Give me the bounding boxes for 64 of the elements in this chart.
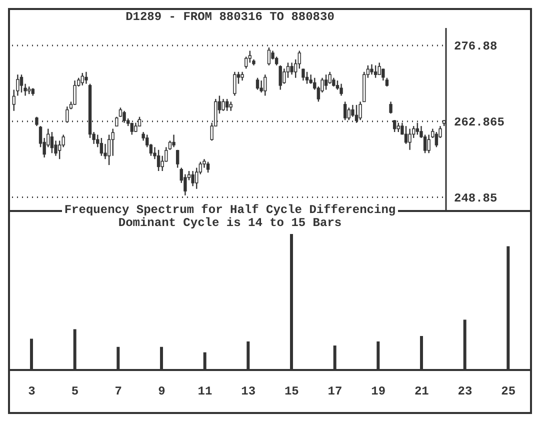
x-tick-label: 15	[284, 384, 299, 399]
x-tick-label: 21	[414, 384, 429, 399]
chart-title: Frequency Spectrum for Half Cycle Differencing	[62, 203, 398, 217]
candlestick	[328, 71, 332, 84]
candlestick	[396, 122, 400, 133]
candlestick	[172, 134, 176, 148]
x-tick-label: 3	[28, 384, 36, 399]
candlestick	[84, 71, 88, 84]
y-tick-label: 276.88	[454, 40, 498, 54]
x-tick-label: 23	[458, 384, 472, 399]
candlestick	[324, 74, 328, 90]
candlestick	[50, 131, 54, 154]
candlestick	[260, 80, 263, 94]
candlestick	[298, 50, 302, 70]
x-tick-label: 13	[241, 384, 256, 399]
candlestick	[267, 46, 271, 66]
candlestick	[62, 134, 65, 148]
x-tick-label: 9	[158, 384, 166, 399]
candlestick	[73, 80, 76, 106]
candlestick	[111, 128, 114, 156]
candlestick	[20, 74, 24, 94]
candlestick	[35, 116, 38, 127]
candlestick	[66, 106, 69, 124]
candlestick	[340, 83, 343, 96]
candlestick	[302, 68, 305, 82]
candlestick	[100, 137, 104, 156]
candlestick	[305, 71, 309, 84]
candlestick	[389, 101, 392, 114]
x-tick-label: 5	[71, 384, 79, 399]
chart-subtitle: Dominant Cycle is 14 to 15 Bars	[117, 216, 343, 230]
candlestick	[408, 128, 412, 150]
candlestick	[347, 107, 350, 121]
candlestick	[176, 149, 180, 168]
candlestick	[229, 101, 232, 112]
y-tick-label: 248.85	[454, 192, 498, 206]
candlestick	[404, 125, 408, 145]
x-tick-label: 19	[371, 384, 386, 399]
candlestick	[290, 62, 294, 76]
candlestick	[264, 74, 267, 96]
candlestick	[58, 140, 62, 160]
candlestick	[374, 64, 378, 78]
candlestick	[248, 50, 252, 64]
candlestick	[115, 116, 118, 127]
candlestick	[427, 134, 430, 154]
candlestick	[244, 56, 248, 70]
candlestick	[206, 161, 210, 174]
candlestick	[222, 98, 225, 112]
candlestick	[195, 167, 198, 190]
x-tick-label: 7	[114, 384, 122, 399]
candlestick	[343, 101, 347, 121]
candlestick	[256, 77, 260, 90]
candlestick	[225, 98, 229, 112]
candlestick	[233, 71, 236, 96]
candlestick	[107, 134, 111, 166]
candlestick	[370, 64, 374, 76]
x-tick-label: 25	[501, 384, 516, 399]
x-tick-label: 17	[328, 384, 342, 399]
y-tick-label: 262.865	[454, 116, 504, 130]
candlestick	[80, 72, 84, 86]
candlestick	[156, 149, 160, 172]
chart-title: D1289 - FROM 880316 TO 880830	[124, 10, 336, 24]
candlestick	[278, 64, 282, 90]
candlestick	[191, 170, 194, 187]
x-tick-label: 11	[198, 384, 212, 399]
